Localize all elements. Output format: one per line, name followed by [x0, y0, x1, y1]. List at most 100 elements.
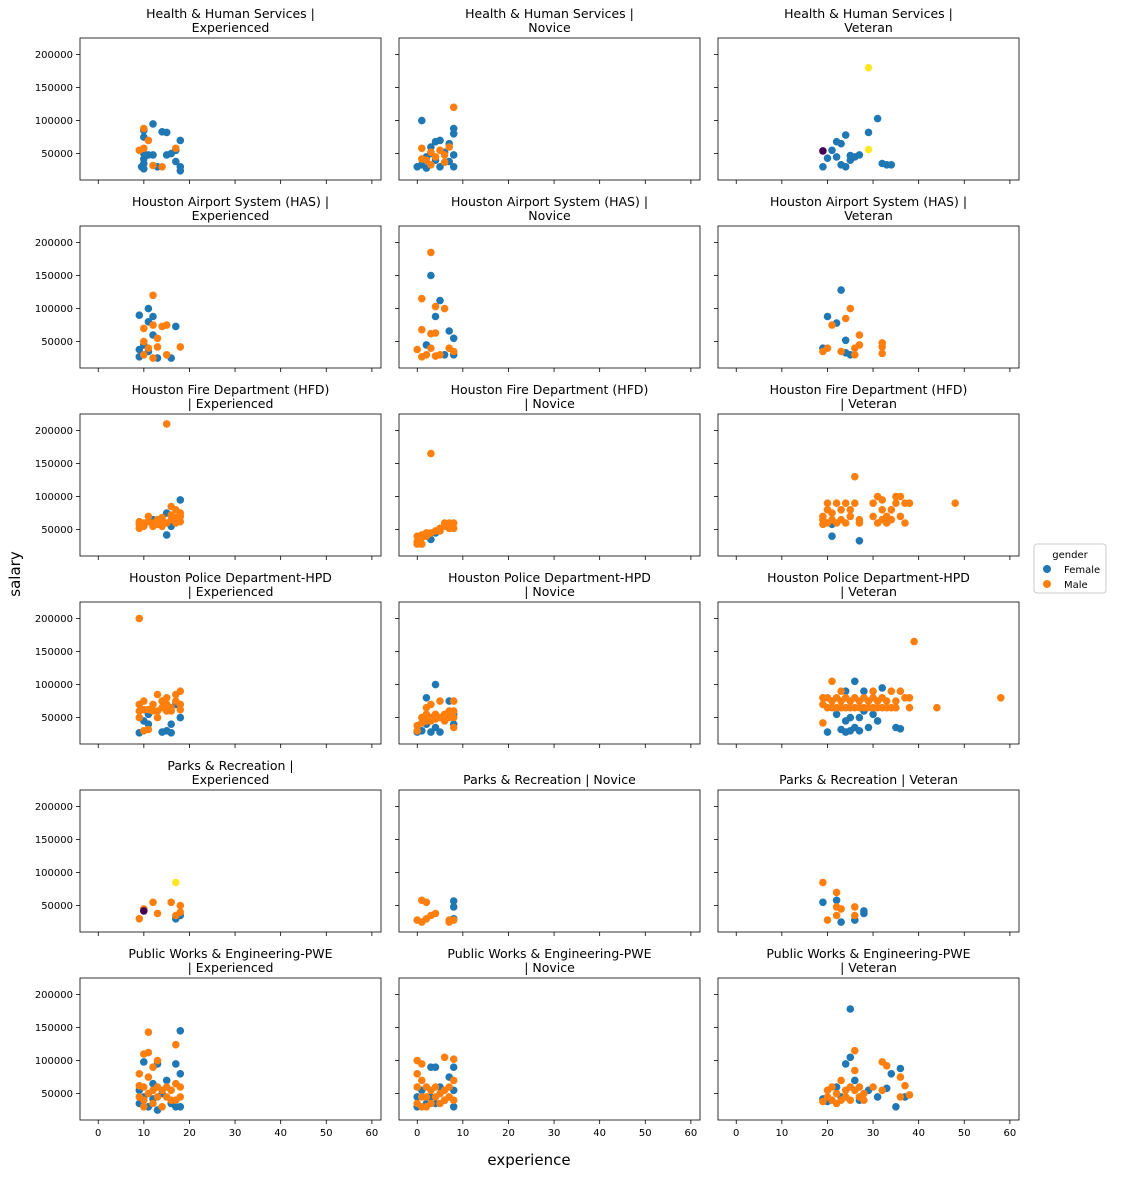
male-point — [449, 1055, 458, 1063]
male-point — [819, 1097, 827, 1106]
male-point — [431, 329, 440, 337]
female-point — [427, 271, 435, 280]
panel-13: Parks & Recreation |Experienced 50000 1000… — [35, 758, 382, 936]
female-point — [167, 729, 175, 737]
male-point — [905, 1091, 914, 1099]
male-point — [449, 103, 458, 112]
male-point — [149, 1099, 157, 1108]
x-tick-label: 30 — [867, 1128, 880, 1139]
panel-title-line: | Veteran — [840, 396, 897, 411]
male-point — [951, 499, 959, 508]
male-point — [910, 637, 918, 646]
panel-5: Houston Airport System (HAS) |Novice — [395, 194, 701, 372]
male-point — [431, 1083, 440, 1091]
male-point — [828, 1083, 836, 1091]
panel-frame — [717, 977, 1020, 1121]
female-point — [864, 723, 873, 732]
female-point — [135, 311, 144, 320]
male-point — [828, 509, 836, 517]
x-tick-label: 20 — [821, 1128, 834, 1139]
female-point — [873, 1093, 882, 1101]
panel-title-line: Houston Police Department-HPD — [767, 570, 970, 585]
y-tick-label: 100000 — [35, 304, 73, 315]
female-point — [418, 116, 426, 125]
male-point — [176, 687, 185, 695]
male-point — [896, 1093, 905, 1101]
male-point — [832, 888, 841, 897]
male-point — [832, 911, 841, 920]
x-tick-label: 20 — [502, 1128, 515, 1139]
male-point — [140, 697, 148, 705]
panel-title-line: Parks & Recreation | — [167, 758, 293, 773]
panel-7: Houston Fire Department (HFD)| Experienc… — [35, 382, 382, 560]
y-tick-label: 50000 — [41, 337, 73, 348]
panel-frame — [398, 37, 701, 181]
y-tick-label: 100000 — [35, 116, 73, 127]
male-point — [449, 723, 458, 732]
male-point — [896, 687, 905, 695]
female-point — [172, 1060, 180, 1068]
female-point — [431, 680, 440, 689]
y-axis-label: salary — [6, 551, 24, 597]
male-point — [440, 151, 449, 159]
panel-14: Parks & Recreation | Novice — [395, 772, 701, 936]
panel-3: Health & Human Services |Veteran — [714, 6, 1020, 184]
male-point — [449, 524, 458, 533]
male-point — [431, 302, 440, 311]
male-point — [144, 1028, 153, 1036]
male-point — [153, 690, 162, 699]
male-point — [905, 499, 914, 508]
male-point — [819, 878, 827, 887]
male-point — [819, 512, 827, 521]
male-point — [878, 496, 886, 504]
y-tick-label: 200000 — [35, 614, 73, 625]
panel-title-line: | Novice — [524, 396, 575, 411]
male-point — [905, 703, 914, 712]
male-point — [149, 700, 157, 709]
male-point — [418, 294, 426, 303]
panel-title-line: Houston Airport System (HAS) | — [132, 194, 329, 209]
male-point — [153, 343, 162, 351]
panel-frame — [79, 601, 382, 745]
panel-16: Public Works & Engineering-PWE| Experien… — [35, 946, 382, 1139]
panel-15: Parks & Recreation | Veteran — [714, 772, 1020, 936]
male-point — [851, 911, 859, 920]
male-point — [449, 697, 458, 705]
y-tick-label: 100000 — [35, 492, 73, 503]
female-point — [431, 1063, 440, 1071]
x-tick-label: 50 — [958, 1128, 971, 1139]
male-point — [882, 1062, 891, 1070]
male-point — [149, 354, 157, 362]
female-point — [837, 918, 845, 926]
male-point — [176, 700, 185, 709]
male-point — [878, 1086, 886, 1095]
male-point — [172, 506, 180, 514]
male-point — [449, 707, 458, 715]
male-point — [176, 901, 185, 910]
female-point — [896, 725, 905, 733]
panel-title-line: Novice — [528, 20, 571, 35]
female-point — [162, 531, 171, 539]
male-point — [149, 291, 157, 300]
male-point — [144, 725, 153, 734]
male-point — [140, 324, 148, 333]
male-point — [869, 1083, 877, 1091]
panel-frame — [398, 977, 701, 1121]
panel-title-line: Experienced — [192, 772, 270, 787]
panel-6: Houston Airport System (HAS) |Veteran — [714, 194, 1020, 372]
male-point — [449, 519, 458, 527]
panel-title-line: | Veteran — [840, 584, 897, 599]
x-tick-label: 0 — [414, 1128, 420, 1139]
female-point — [887, 161, 896, 169]
male-point — [860, 1096, 868, 1104]
male-point — [855, 341, 864, 349]
male-point — [153, 909, 162, 918]
panel-title-line: Houston Fire Department (HFD) — [451, 382, 649, 397]
male-point — [997, 694, 1005, 702]
female-point — [140, 1058, 148, 1066]
male-point — [135, 915, 144, 923]
male-point — [832, 499, 841, 508]
other-point — [172, 878, 180, 887]
x-tick-label: 0 — [95, 1128, 101, 1139]
male-point — [837, 506, 845, 514]
